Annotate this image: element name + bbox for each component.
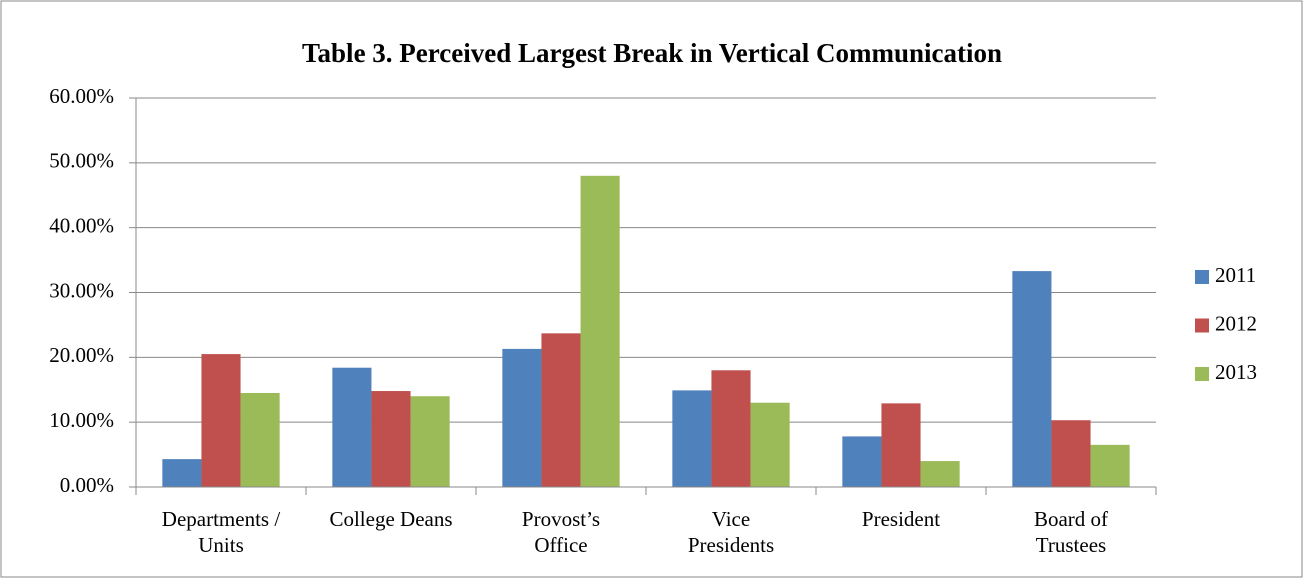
bar (371, 391, 411, 487)
bar (842, 436, 882, 487)
legend-label: 2011 (1215, 263, 1256, 287)
legend-swatch (1195, 270, 1209, 284)
legend-label: 2012 (1215, 311, 1257, 335)
x-tick-label: Vice Presidents (688, 507, 774, 557)
x-tick-label: College Deans (329, 507, 452, 531)
bar (502, 348, 542, 487)
bar (1090, 444, 1130, 487)
y-tick-label: 60.00% (49, 84, 114, 108)
y-tick-label: 40.00% (49, 213, 114, 237)
bar (920, 461, 960, 487)
bar (240, 392, 280, 487)
bar (410, 396, 450, 487)
x-tick-label: Provost’s Office (522, 507, 600, 557)
bar (580, 175, 620, 488)
bar (881, 403, 921, 487)
bar (672, 390, 712, 487)
x-tick-label: President (862, 507, 940, 531)
x-tick-label: Board of Trustees (1034, 507, 1108, 557)
bar (711, 370, 751, 487)
legend-swatch (1195, 318, 1209, 333)
y-tick-label: 10.00% (49, 408, 114, 432)
legend-swatch (1195, 367, 1209, 381)
x-tick-label: Departments / Units (162, 507, 281, 557)
bar (1051, 420, 1091, 487)
y-tick-label: 20.00% (49, 343, 114, 367)
bar (541, 333, 581, 487)
bar (750, 402, 790, 487)
y-tick-label: 0.00% (60, 473, 114, 497)
y-tick-label: 30.00% (49, 278, 114, 302)
bar (162, 459, 202, 487)
legend-label: 2013 (1215, 360, 1257, 384)
bar (201, 354, 241, 487)
bar (1012, 271, 1052, 487)
chart-title: Table 3. Perceived Largest Break in Vert… (302, 38, 1002, 68)
y-tick-label: 50.00% (49, 149, 114, 173)
bar (332, 367, 372, 487)
